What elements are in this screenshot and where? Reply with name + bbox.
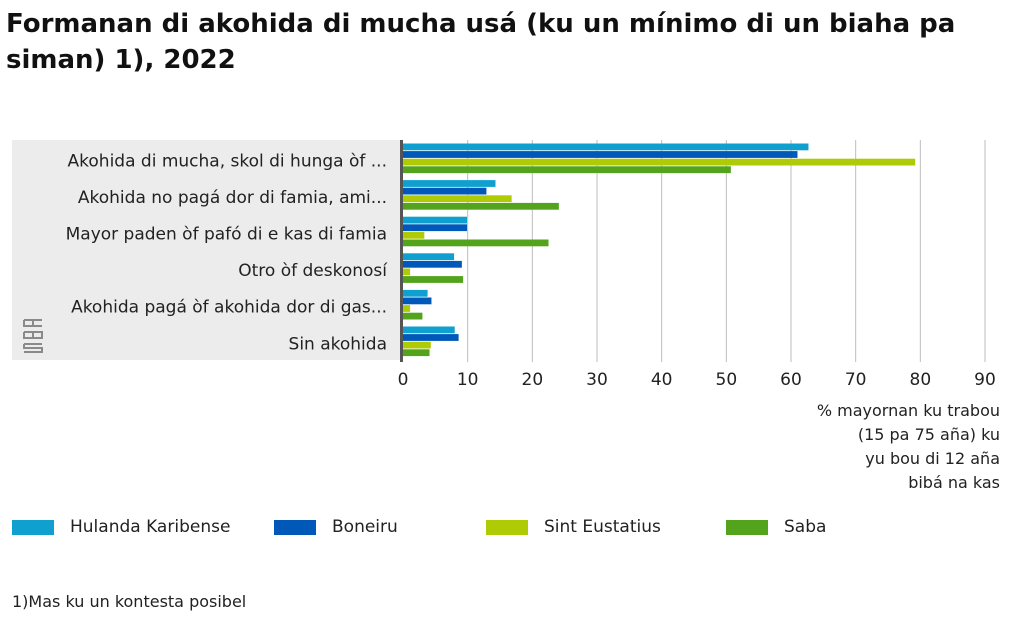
- legend: Hulanda Karibense Boneiru Sint Eustatius Sa…: [12, 517, 846, 537]
- legend-item: Saba: [726, 517, 846, 537]
- footnote: 1)Mas ku un kontesta posibel: [12, 592, 247, 611]
- x-axis-label-line: (15 pa 75 aña) ku: [858, 425, 1000, 444]
- bar-boneiru: [403, 260, 462, 268]
- x-tick-label: 50: [716, 370, 738, 390]
- x-axis-label-line: yu bou di 12 aña: [865, 449, 1000, 468]
- bars: [403, 143, 916, 357]
- legend-item: Sint Eustatius: [486, 517, 726, 537]
- bar-hulanda-karibense: [403, 253, 455, 261]
- bar-hulanda-karibense: [403, 180, 496, 187]
- legend-label: Sint Eustatius: [544, 517, 661, 537]
- x-axis-label: % mayornan ku trabou (15 pa 75 aña) ku yu …: [817, 401, 1000, 492]
- bar-hulanda-karibense: [403, 289, 428, 297]
- bar-boneiru: [403, 334, 459, 341]
- bar-hulanda-karibense: [403, 216, 468, 224]
- bar-sint-eustatius: [403, 231, 425, 239]
- bar-sint-eustatius: [403, 158, 916, 166]
- category-label: Mayor paden òf pafó di e kas di famia: [66, 225, 387, 245]
- bar-saba: [403, 166, 731, 174]
- bar-boneiru: [403, 224, 468, 232]
- x-tick-label: 90: [974, 370, 996, 390]
- label-panel: [12, 140, 400, 360]
- bar-chart: Akohida di mucha, skol di hunga òf ... Ak…: [12, 140, 1000, 492]
- bar-sint-eustatius: [403, 341, 431, 349]
- bar-saba: [403, 312, 423, 320]
- category-label: Otro òf deskonosí: [238, 261, 388, 281]
- bar-boneiru: [403, 151, 798, 158]
- x-tick-label: 40: [651, 370, 673, 390]
- bar-saba: [403, 276, 464, 283]
- bar-sint-eustatius: [403, 268, 411, 276]
- grid-lines: [467, 140, 986, 362]
- x-axis-label-line: % mayornan ku trabou: [817, 401, 1000, 420]
- category-label: Akohida di mucha, skol di hunga òf ...: [68, 151, 387, 171]
- cbs-logo: [23, 319, 43, 353]
- bar-sint-eustatius: [403, 305, 411, 312]
- legend-label: Hulanda Karibense: [70, 517, 231, 537]
- category-label: Akohida no pagá dor di famia, ami...: [78, 188, 387, 208]
- x-axis-ticks: 0 10 20 30 40 50 60 70 80 90: [398, 370, 996, 390]
- bar-sint-eustatius: [403, 195, 512, 203]
- legend-swatch: [486, 519, 528, 535]
- legend-label: Saba: [784, 517, 827, 537]
- x-tick-label: 80: [910, 370, 932, 390]
- legend-swatch: [12, 519, 54, 535]
- chart-title: Formanan di akohida di mucha usá (ku un …: [6, 9, 956, 75]
- bar-boneiru: [403, 297, 432, 305]
- bar-saba: [403, 349, 430, 357]
- legend-swatch: [274, 519, 316, 535]
- x-tick-label: 70: [845, 370, 867, 390]
- bar-boneiru: [403, 187, 487, 195]
- x-tick-label: 30: [586, 370, 608, 390]
- legend-item: Boneiru: [274, 517, 486, 537]
- legend-label: Boneiru: [332, 517, 398, 537]
- x-tick-label: 20: [522, 370, 544, 390]
- x-tick-label: 10: [457, 370, 479, 390]
- bar-saba: [403, 239, 549, 247]
- bar-hulanda-karibense: [403, 143, 809, 151]
- bar-hulanda-karibense: [403, 326, 455, 334]
- category-label: Sin akohida: [289, 334, 387, 354]
- x-tick-label: 60: [780, 370, 802, 390]
- bar-saba: [403, 202, 559, 210]
- legend-swatch: [726, 519, 768, 535]
- x-axis-label-line: bibá na kas: [908, 473, 1000, 492]
- x-tick-label: 0: [398, 370, 409, 390]
- category-labels: Akohida di mucha, skol di hunga òf ... Ak…: [66, 151, 389, 354]
- category-label: Akohida pagá òf akohida dor di gas...: [71, 298, 387, 318]
- legend-item: Hulanda Karibense: [12, 517, 274, 537]
